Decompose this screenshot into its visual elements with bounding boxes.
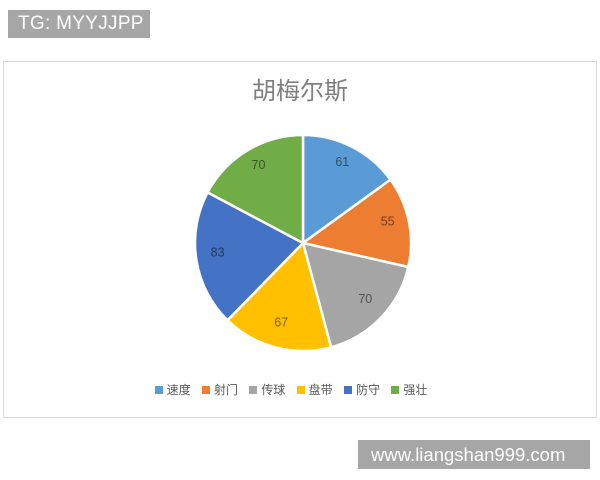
svg-text:70: 70 xyxy=(358,292,372,306)
svg-text:55: 55 xyxy=(381,215,395,229)
svg-text:83: 83 xyxy=(211,245,225,259)
svg-text:67: 67 xyxy=(274,316,288,330)
svg-text:70: 70 xyxy=(252,158,266,172)
svg-text:61: 61 xyxy=(335,155,349,169)
